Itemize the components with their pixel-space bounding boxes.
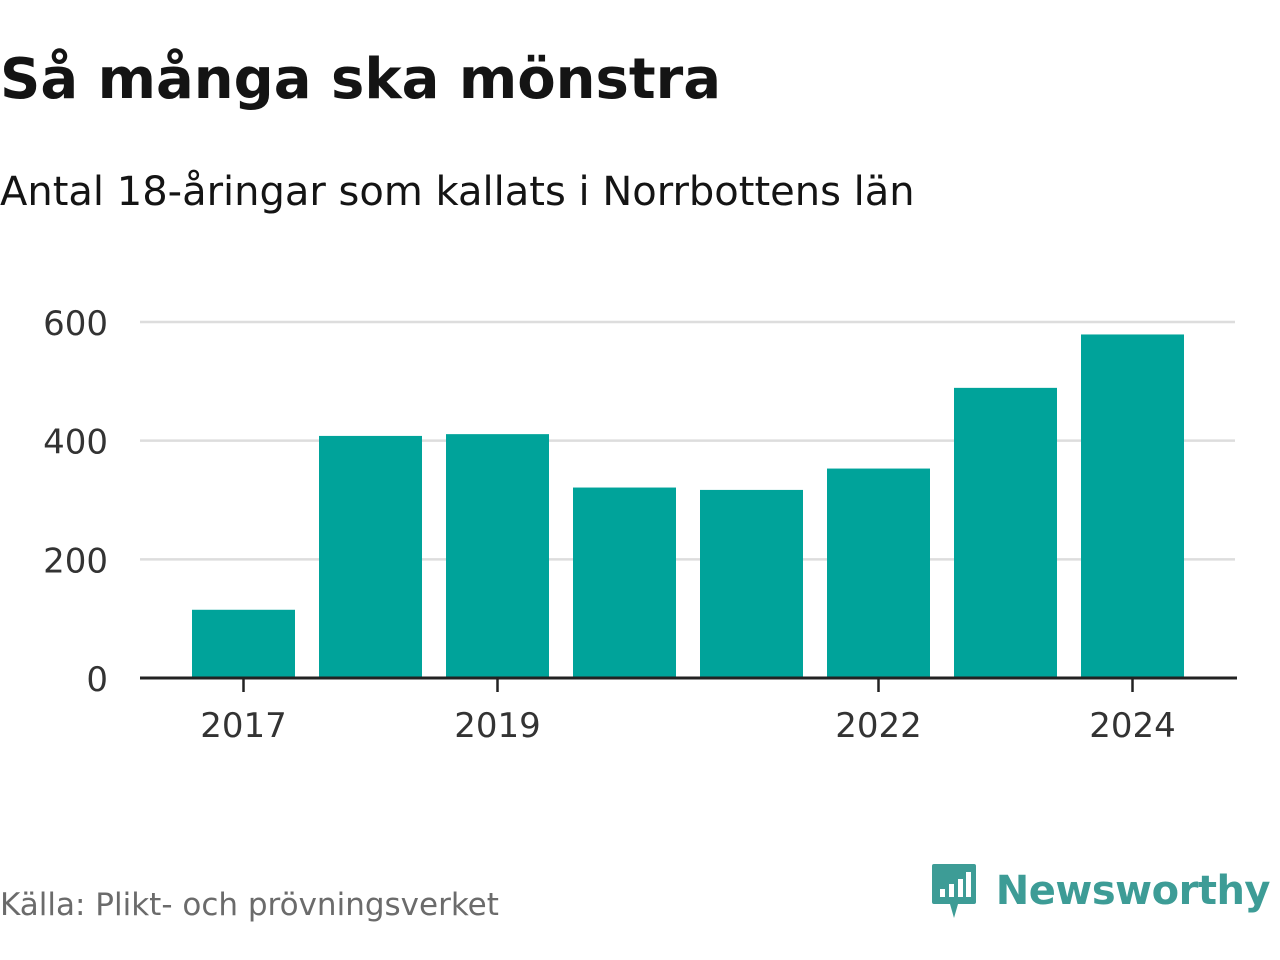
- x-tick-label: 2022: [835, 706, 922, 746]
- bar-2019: [446, 434, 549, 678]
- x-tick-label: 2017: [200, 706, 287, 746]
- newsworthy-logo-icon: [931, 864, 976, 918]
- y-tick-label: 200: [43, 541, 108, 581]
- bar-2022: [827, 468, 930, 678]
- bar-2023: [954, 387, 1057, 678]
- y-tick-label: 400: [43, 423, 108, 463]
- brand-name: Newsworthy: [995, 868, 1271, 914]
- brand-logo: Newsworthy: [930, 862, 1271, 920]
- bar-2020: [573, 487, 676, 678]
- bar-2024: [1081, 334, 1184, 678]
- bar-2018: [319, 435, 422, 678]
- chart-subtitle: Antal 18-åringar som kallats i Norrbotte…: [0, 169, 915, 215]
- y-tick-label: 0: [86, 660, 108, 700]
- x-tick-label: 2024: [1089, 706, 1176, 746]
- x-tick-label: 2019: [454, 706, 541, 746]
- bar-2017: [192, 609, 295, 678]
- chart-title: Så många ska mönstra: [0, 47, 722, 112]
- bar-2021: [700, 489, 803, 678]
- source-note: Källa: Plikt- och prövningsverket: [0, 887, 499, 923]
- y-tick-label: 600: [43, 304, 108, 344]
